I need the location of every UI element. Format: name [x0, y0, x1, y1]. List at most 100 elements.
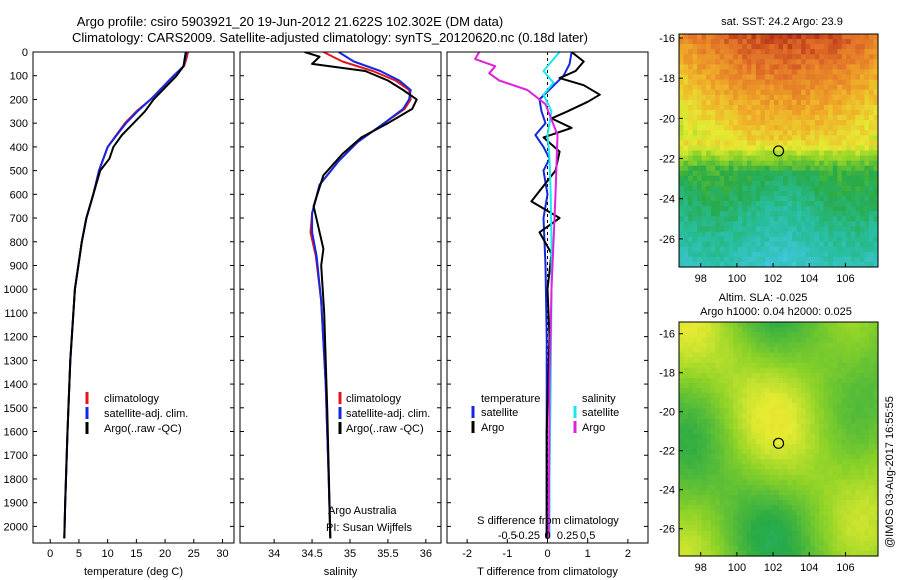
sst_map-cell — [760, 69, 766, 76]
sst_map-cell — [846, 39, 852, 45]
sla_map-cell — [715, 535, 721, 542]
sla_map-cell — [742, 372, 748, 379]
sla_map-cell — [701, 428, 707, 435]
sst_map-cell — [683, 241, 689, 248]
depth-tick-label: 300 — [10, 118, 28, 130]
sst_map-cell — [855, 226, 861, 233]
sla_map-cell — [810, 464, 816, 471]
sst_map-cell — [796, 170, 802, 177]
sla_map-cell — [828, 342, 834, 349]
sla_map-cell — [751, 433, 757, 440]
sst_map-cell — [796, 34, 802, 40]
sla_map-cell — [755, 494, 762, 501]
sst_map-cell — [715, 170, 721, 177]
sst_map-cell — [701, 185, 707, 192]
sla_map-cell — [819, 327, 825, 333]
sla_map-cell — [746, 464, 752, 471]
sst_map-cell — [846, 145, 852, 152]
sst_map-cell — [832, 120, 838, 126]
sla_map-cell — [683, 515, 689, 521]
sst_map-cell — [773, 185, 780, 192]
sst_map-cell — [801, 140, 807, 147]
sst_map-cell — [841, 49, 847, 55]
sla_map-cell — [832, 367, 838, 374]
sst_map-cell — [783, 261, 789, 268]
sla_map-cell — [832, 413, 838, 420]
sla_map-cell — [841, 418, 847, 425]
sst_map-cell — [755, 39, 762, 45]
sst_map-cell — [801, 84, 807, 91]
sst_map-cell — [769, 191, 775, 197]
sst_map-cell — [814, 109, 820, 116]
sla_map-cell — [783, 337, 789, 343]
sla_map-cell — [814, 428, 820, 435]
sst_map-cell — [850, 261, 856, 268]
sst_map-cell — [688, 211, 694, 217]
sla_map-cell — [837, 367, 843, 374]
sst_map-cell — [697, 99, 703, 106]
sla_map-cell — [778, 393, 784, 399]
sst_map-cell — [805, 89, 811, 96]
sla_map-cell — [832, 398, 838, 404]
sst_map-cell — [864, 125, 870, 131]
sst_map-cell — [769, 64, 775, 71]
sla_map-cell — [814, 418, 820, 425]
sla_map-cell — [792, 530, 798, 537]
sst_map-cell — [683, 54, 689, 60]
sst_map-cell — [683, 59, 689, 65]
sst_map-cell — [733, 120, 739, 126]
sla_map-cell — [828, 469, 834, 476]
sla_map-cell — [751, 474, 757, 481]
sst_map-cell — [715, 256, 721, 263]
sst_map-cell — [801, 125, 807, 131]
sla_map-cell — [710, 535, 716, 542]
sst_map-cell — [796, 39, 802, 45]
sst_map-cell — [810, 211, 816, 217]
sla_map-cell — [846, 413, 852, 420]
sst_map-cell — [701, 34, 707, 40]
sla_map-cell — [742, 433, 748, 440]
sla_map-cell — [706, 505, 712, 511]
sst_map-cell — [737, 34, 743, 40]
sla_map-cell — [769, 342, 775, 349]
sst_map-cell — [841, 150, 847, 157]
sla_map-cell — [760, 383, 766, 389]
sst_map-cell — [679, 94, 685, 101]
sla_map-cell — [742, 469, 748, 476]
sla_map-cell — [737, 505, 743, 511]
sla_map-cell — [805, 388, 811, 394]
sla_map-cell — [679, 474, 685, 481]
sla_map-cell — [841, 510, 847, 516]
sst_map-cell — [819, 216, 825, 223]
sla_map-cell — [715, 403, 721, 410]
sst_map-cell — [764, 180, 771, 187]
depth-tick-label: 200 — [10, 94, 28, 106]
sst_map-cell — [832, 104, 838, 111]
sla_map-cell — [715, 342, 721, 349]
sst_map-cell — [810, 130, 816, 136]
sst_map-cell — [828, 191, 834, 197]
sst_map-cell — [805, 130, 811, 136]
sla_map-cell — [850, 347, 856, 354]
sla_map-cell — [792, 408, 798, 415]
salinity-series-argo-raw-qc- — [304, 52, 418, 539]
sst_map-cell — [796, 99, 802, 106]
sla_map-cell — [868, 530, 875, 537]
sla_map-cell — [805, 449, 811, 455]
sst_map-cell — [719, 69, 725, 76]
sla_map-cell — [805, 322, 811, 328]
sst_map-cell — [850, 39, 856, 45]
sla_map-cell — [801, 388, 807, 394]
sla_map-cell — [679, 484, 685, 491]
sst_map-cell — [778, 69, 784, 76]
sla_map-cell — [719, 484, 725, 491]
sst_map-cell — [701, 115, 707, 121]
sla_map-cell — [728, 327, 734, 333]
sla_map-cell — [805, 377, 811, 384]
sla_map-cell — [764, 535, 771, 542]
sst_map-cell — [715, 180, 721, 187]
sst_map-cell — [796, 185, 802, 192]
sla_map-cell — [850, 454, 856, 460]
sst_map-cell — [787, 39, 793, 45]
sst_map-cell — [841, 170, 847, 177]
